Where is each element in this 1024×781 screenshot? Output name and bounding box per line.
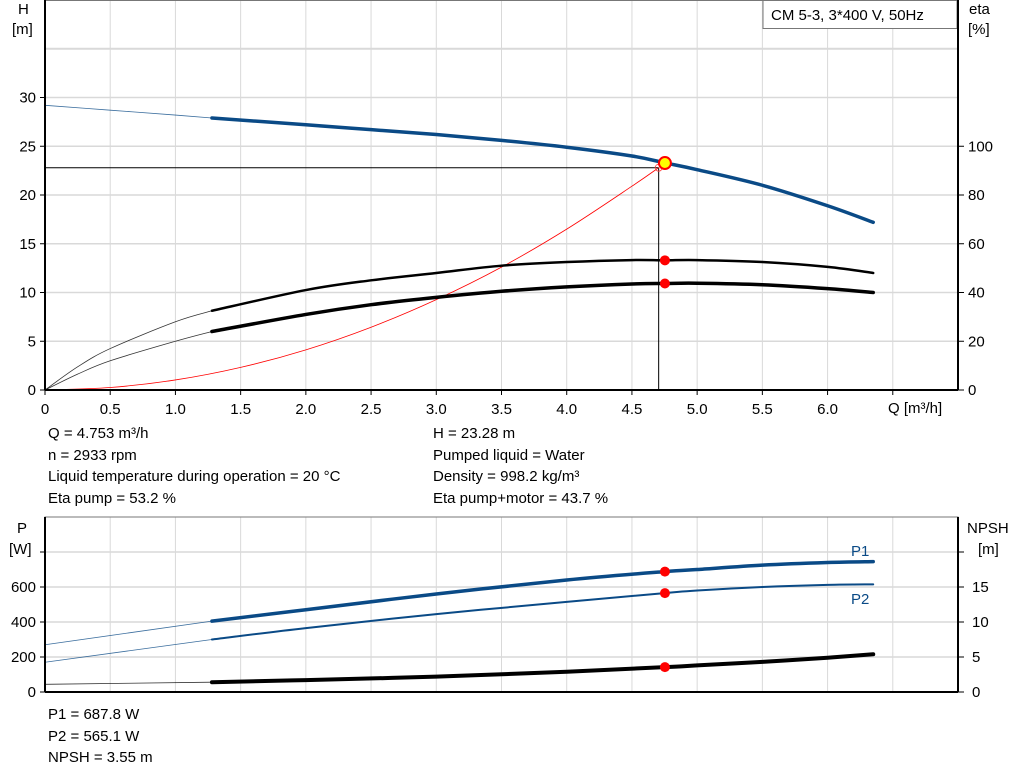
info-n: n = 2933 rpm — [48, 446, 137, 464]
bottom-grid — [44, 516, 959, 693]
h-axis-name: H — [18, 1, 29, 18]
x-tick-label: 0 — [41, 401, 49, 418]
x-tick-label: 1.5 — [230, 401, 251, 418]
axis-ticks: 0 0.5 1.0 1.5 2.0 2.5 3.0 3.5 4.0 4.5 5.0 5.5 6.0 0 5 1… — [11, 0, 993, 701]
top-grid — [44, 0, 959, 391]
h-tick-label: 15 — [19, 236, 36, 253]
p1-point — [659, 566, 670, 577]
head-curve — [210, 116, 875, 225]
p2-point — [659, 588, 670, 599]
p-axis-name: P — [17, 520, 27, 537]
info-temp: Liquid temperature during operation = 20… — [48, 468, 341, 485]
q-axis-label: Q [m³/h] — [888, 400, 942, 417]
npsh-tick-label: 15 — [972, 579, 989, 596]
x-tick-label: 6.0 — [817, 401, 838, 418]
info-h: H = 23.28 m — [433, 425, 516, 442]
eta-axis-name: eta — [969, 1, 991, 18]
eta-pump-motor-curve — [210, 281, 875, 334]
p1-series-label: P1 — [851, 543, 869, 560]
eta-pump-curve-extrapolated — [44, 310, 213, 391]
info-liquid: Pumped liquid = Water — [433, 446, 585, 464]
info-eta-pump: Eta pump = 53.2 % — [48, 489, 176, 507]
chart-title: CM 5-3, 3*400 V, 50Hz — [771, 7, 924, 24]
p-tick-label: 400 — [11, 614, 36, 631]
eta-pump-curve — [210, 258, 875, 313]
npsh-tick-label: 10 — [972, 614, 989, 631]
info-left: Q = 4.753 m³/h n = 2933 rpm Liquid tempe… — [48, 423, 340, 509]
info-p2: P2 = 565.1 W — [48, 727, 140, 745]
p1-curve-extrapolated — [44, 620, 213, 646]
x-tick-label: 5.5 — [752, 401, 773, 418]
top-curves — [44, 104, 875, 391]
x-tick-label: 3.5 — [491, 401, 512, 418]
x-tick-label: 4.0 — [556, 401, 577, 418]
eta-tick-label: 80 — [968, 187, 985, 204]
npsh-tick-label: 0 — [972, 684, 980, 701]
system-curve-curve — [44, 167, 659, 391]
h-tick-label: 10 — [19, 285, 36, 302]
npsh-axis-name: NPSH — [967, 520, 1009, 537]
x-tick-label: 3.0 — [426, 401, 447, 418]
h-tick-label: 25 — [19, 138, 36, 155]
head-curve-extrapolated — [44, 104, 212, 119]
npsh-tick-label: 5 — [972, 649, 980, 666]
info-p1: P1 = 687.8 W — [48, 706, 140, 723]
info-density: Density = 998.2 kg/m³ — [433, 468, 580, 485]
p-tick-label: 0 — [28, 684, 36, 701]
eta-tick-label: 40 — [968, 285, 985, 302]
x-tick-label: 2.5 — [361, 401, 382, 418]
p2-curve-extrapolated — [44, 639, 213, 663]
p-axis-unit: [W] — [9, 541, 32, 558]
operating-point-marker — [657, 156, 672, 171]
info-q: Q = 4.753 m³/h — [48, 425, 149, 442]
x-tick-label: 5.0 — [687, 401, 708, 418]
eta-tick-label: 100 — [968, 138, 993, 155]
p-tick-label: 200 — [11, 649, 36, 666]
x-tick-label: 1.0 — [165, 401, 186, 418]
eta-total-point — [659, 278, 670, 289]
p-tick-label: 600 — [11, 579, 36, 596]
npsh-curve-extrapolated — [44, 681, 212, 685]
p2-series-label: P2 — [851, 591, 869, 608]
eta-tick-label: 0 — [968, 382, 976, 399]
h-tick-label: 5 — [28, 333, 36, 350]
x-tick-label: 2.0 — [295, 401, 316, 418]
npsh-point — [659, 662, 670, 673]
eta-tick-label: 60 — [968, 236, 985, 253]
info-npsh: NPSH = 3.55 m — [48, 749, 153, 766]
p1-curve — [210, 559, 875, 623]
eta-pump-point — [659, 255, 670, 266]
info-eta-total: Eta pump+motor = 43.7 % — [433, 489, 609, 507]
h-tick-label: 0 — [28, 382, 36, 399]
title-box — [762, 0, 958, 29]
npsh-axis-unit: [m] — [978, 541, 999, 558]
npsh-curve — [209, 652, 876, 685]
h-tick-label: 30 — [19, 90, 36, 107]
bottom-curves — [44, 559, 876, 685]
info-right: H = 23.28 m Pumped liquid = Water Densit… — [433, 423, 608, 509]
h-tick-label: 20 — [19, 187, 36, 204]
h-axis-unit: [m] — [12, 21, 33, 38]
info-power: P1 = 687.8 W P2 = 565.1 W NPSH = 3.55 m — [48, 704, 153, 769]
eta-axis-unit: [%] — [968, 21, 990, 38]
x-tick-label: 0.5 — [100, 401, 121, 418]
p2-curve — [210, 583, 875, 641]
x-tick-label: 4.5 — [621, 401, 642, 418]
eta-pump-motor-curve-extrapolated — [44, 331, 213, 391]
eta-tick-label: 20 — [968, 333, 985, 350]
